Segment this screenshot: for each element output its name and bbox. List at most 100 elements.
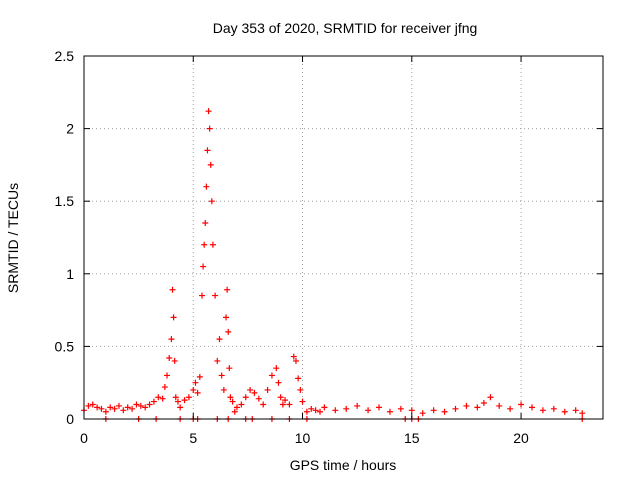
data-point	[303, 408, 310, 415]
y-tick-label: 0	[66, 411, 74, 427]
chart-title: Day 353 of 2020, SRMTID for receiver jfn…	[213, 20, 478, 36]
data-point	[343, 405, 350, 412]
y-tick-labels: 0 0.5 1 1.5 2 2.5	[55, 48, 75, 427]
data-point	[207, 161, 214, 168]
data-point	[487, 394, 494, 401]
data-point	[452, 405, 459, 412]
data-point	[185, 394, 192, 401]
data-point	[166, 355, 173, 362]
data-point	[419, 410, 426, 417]
data-point	[146, 401, 153, 408]
data-point	[397, 405, 404, 412]
data-point	[168, 336, 175, 343]
data-point	[194, 389, 201, 396]
data-point	[218, 372, 225, 379]
data-point	[229, 398, 236, 405]
data-point	[201, 241, 208, 248]
data-points	[81, 108, 586, 422]
data-point	[321, 404, 328, 411]
data-point	[480, 400, 487, 407]
y-axis-label: SRMTID / TECUs	[5, 183, 21, 293]
data-point	[150, 398, 157, 405]
data-point	[226, 365, 233, 372]
data-point	[129, 405, 136, 412]
data-point	[507, 405, 514, 412]
data-point	[579, 410, 586, 417]
y-tick-label: 0.5	[55, 338, 75, 354]
data-point	[290, 353, 297, 360]
data-point	[196, 373, 203, 380]
data-point	[169, 286, 176, 293]
data-point	[238, 401, 245, 408]
data-point	[539, 407, 546, 414]
data-point	[120, 407, 127, 414]
data-point	[231, 408, 238, 415]
y-tick-label: 2.5	[55, 48, 75, 64]
x-tick-label: 0	[80, 430, 88, 446]
data-point	[94, 404, 101, 411]
data-point	[408, 407, 415, 414]
x-tick-label: 5	[189, 430, 197, 446]
x-tick-label: 20	[513, 430, 529, 446]
data-point	[223, 314, 230, 321]
data-point	[164, 372, 171, 379]
data-point	[212, 292, 219, 299]
data-point	[518, 401, 525, 408]
data-point	[295, 375, 302, 382]
x-tick-label: 15	[404, 430, 420, 446]
data-point	[225, 328, 232, 335]
data-point	[203, 183, 210, 190]
data-point	[227, 394, 234, 401]
data-point	[107, 404, 114, 411]
data-point	[496, 402, 503, 409]
data-point	[279, 401, 286, 408]
data-point	[299, 398, 306, 405]
data-point	[89, 401, 96, 408]
data-point	[111, 405, 118, 412]
data-point	[133, 401, 140, 408]
data-point	[202, 219, 209, 226]
axis-ticks	[83, 55, 603, 420]
data-point	[155, 394, 162, 401]
data-point	[142, 404, 149, 411]
data-point	[268, 372, 275, 379]
data-point	[214, 357, 221, 364]
x-tick-label: 10	[295, 430, 311, 446]
data-point	[297, 386, 304, 393]
data-point	[572, 407, 579, 414]
data-point	[282, 397, 289, 404]
data-point	[170, 314, 177, 321]
data-point	[247, 386, 254, 393]
data-point	[171, 357, 178, 364]
data-point	[275, 379, 282, 386]
data-point	[181, 397, 188, 404]
data-point	[177, 404, 184, 411]
data-point	[174, 398, 181, 405]
data-point	[376, 404, 383, 411]
plot-frame	[83, 55, 604, 420]
data-point	[190, 386, 197, 393]
data-point	[159, 395, 166, 402]
data-point	[224, 286, 231, 293]
data-point	[463, 402, 470, 409]
data-point	[233, 404, 240, 411]
data-point	[172, 394, 179, 401]
y-tick-label: 2	[66, 121, 74, 137]
data-point	[292, 357, 299, 364]
data-point	[209, 241, 216, 248]
data-point	[200, 263, 207, 270]
data-point	[192, 379, 199, 386]
data-point	[98, 405, 105, 412]
data-point	[85, 402, 92, 409]
data-point	[220, 386, 227, 393]
data-point	[242, 394, 249, 401]
data-point	[317, 408, 324, 415]
data-point	[308, 405, 315, 412]
data-point	[206, 125, 213, 132]
data-point	[216, 336, 223, 343]
data-point	[204, 147, 211, 154]
data-point	[528, 404, 535, 411]
data-point	[124, 404, 131, 411]
data-point	[264, 386, 271, 393]
data-point	[332, 407, 339, 414]
